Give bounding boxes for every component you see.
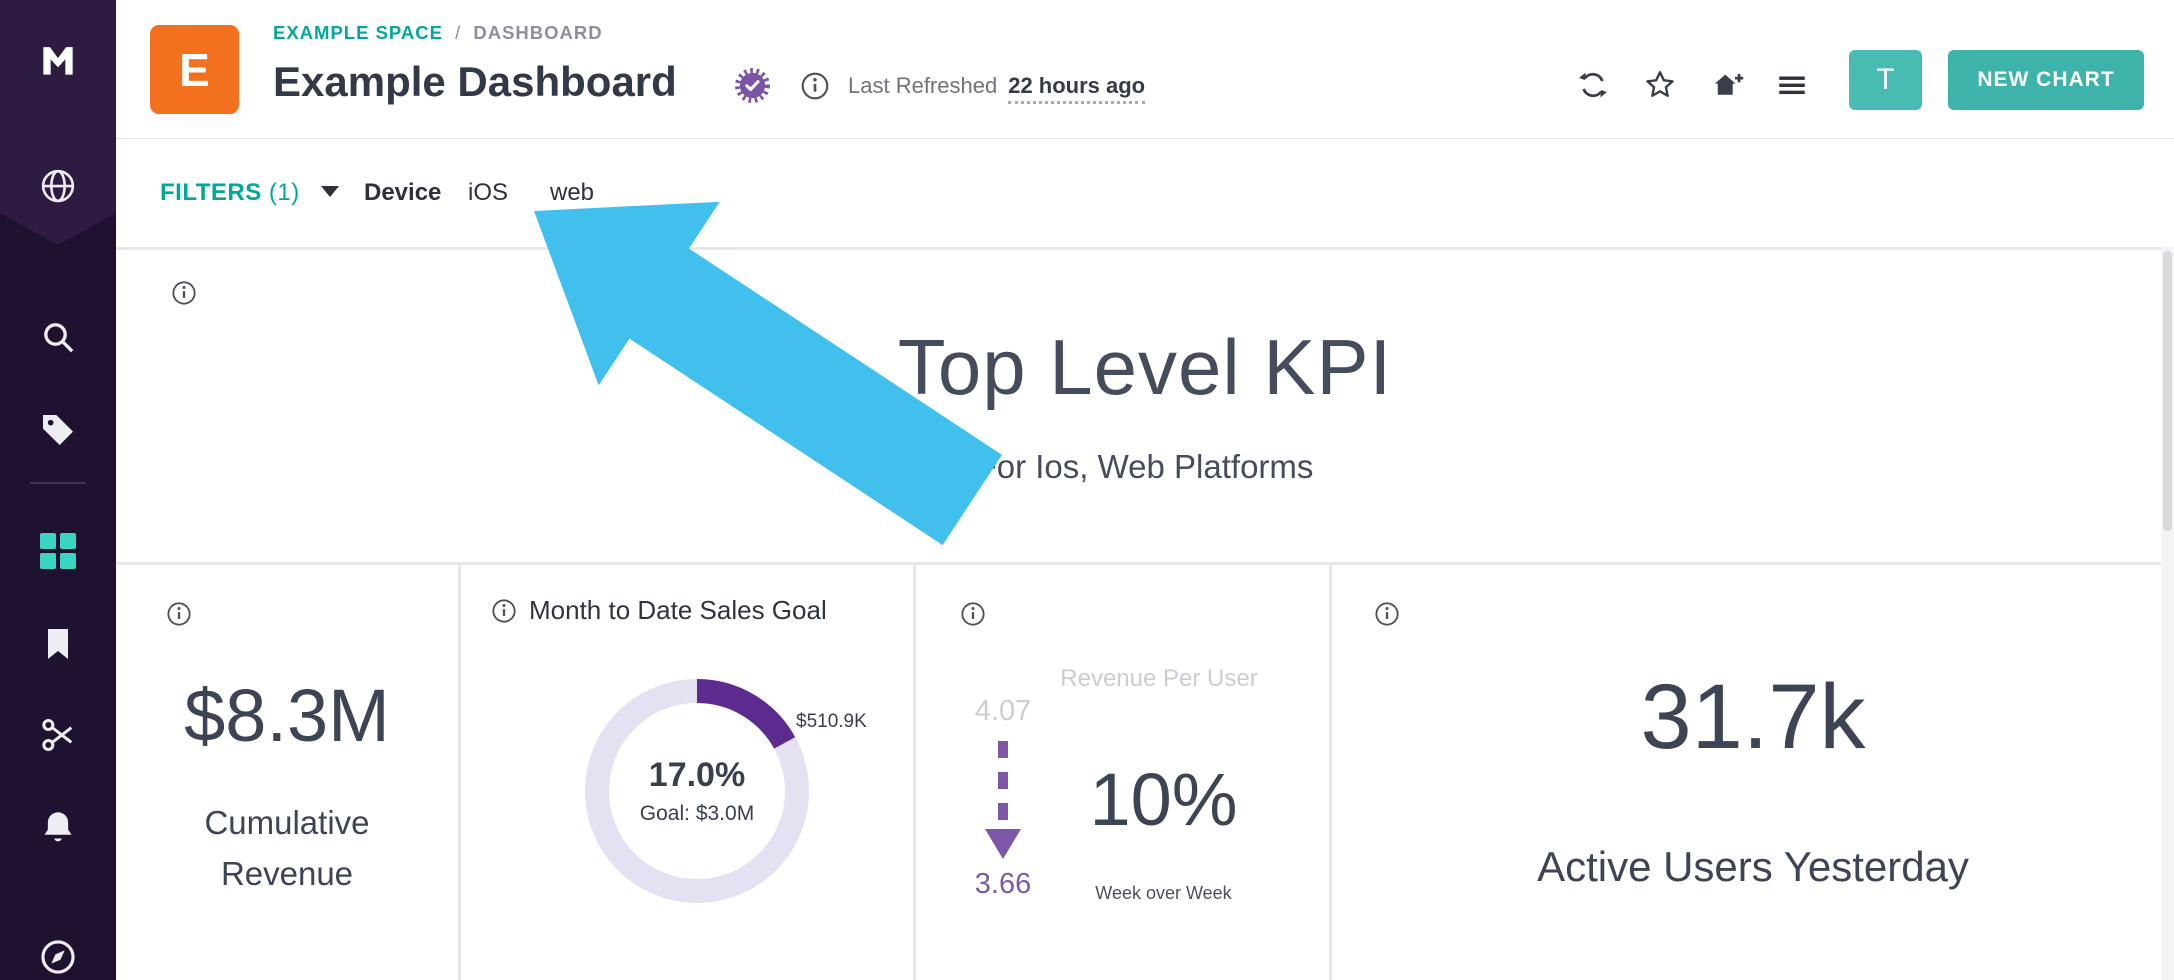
bell-icon (44, 812, 72, 842)
space-initial: E (179, 43, 210, 96)
donut-center-text: 17.0% Goal: $3.0M (572, 666, 822, 916)
compass-icon (41, 940, 75, 974)
star-icon (1646, 71, 1674, 97)
logo-icon (43, 47, 73, 75)
new-chart-label: NEW CHART (1977, 68, 2115, 91)
breadcrumb-separator: / (455, 22, 462, 43)
card-info-icon[interactable] (960, 601, 986, 627)
sales-goal-target: Goal: $3.0M (639, 802, 755, 825)
sales-goal-donut-chart: 17.0% Goal: $3.0M (572, 666, 822, 916)
scrollbar-thumb[interactable] (2163, 251, 2172, 531)
info-icon (1375, 602, 1399, 626)
banner-subtitle: For Ios, Web Platforms (976, 448, 1314, 485)
trend-down-arrow-icon (978, 737, 1028, 866)
refresh-icon (1579, 72, 1607, 98)
sales-goal-header: Month to Date Sales Goal (491, 595, 827, 626)
sales-goal-percent: 17.0% (648, 756, 746, 794)
verified-badge-icon (734, 67, 771, 109)
sidebar-top-section (0, 0, 116, 245)
filter-bar: FILTERS (1) Device iOS web (116, 139, 2174, 247)
info-icon (492, 598, 516, 623)
cumulative-revenue-card: $8.3M Cumulative Revenue (116, 565, 458, 980)
favorite-button[interactable] (1643, 68, 1677, 107)
filters-count: (1) (268, 179, 300, 206)
search-icon (44, 323, 74, 353)
sidebar-item-search[interactable] (0, 317, 116, 357)
sales-goal-title: Month to Date Sales Goal (529, 595, 827, 625)
sidebar-item-snippets[interactable] (0, 715, 116, 755)
breadcrumb-space-link[interactable]: EXAMPLE SPACE (273, 22, 443, 43)
donut-svg (585, 679, 809, 903)
breadcrumb-page: DASHBOARD (473, 22, 603, 43)
new-chart-button[interactable]: NEW CHART (1948, 50, 2144, 110)
tag-icon (43, 415, 73, 445)
sales-goal-card: Month to Date Sales Goal 17.0% Goal: $3.… (461, 565, 913, 980)
filter-value-ios[interactable]: iOS (468, 179, 509, 206)
banner-title: Top Level KPI (897, 323, 1393, 411)
app-logo-icon[interactable] (0, 38, 116, 82)
sidebar-item-notifications[interactable] (0, 806, 116, 848)
sidebar-item-globe[interactable] (0, 165, 116, 207)
home-add-icon (1714, 73, 1744, 95)
dashboard-info-icon[interactable] (800, 71, 830, 101)
last-refreshed: Last Refreshed 22 hours ago (848, 73, 1146, 104)
top-level-kpi-card: Top Level KPI For Ios, Web Platforms (116, 250, 2174, 562)
last-refreshed-label: Last Refreshed (848, 73, 998, 98)
breadcrumb: EXAMPLE SPACE / DASHBOARD (273, 22, 603, 44)
info-icon (961, 602, 985, 626)
card-info-icon[interactable] (171, 280, 197, 306)
last-refreshed-value[interactable]: 22 hours ago (1008, 73, 1146, 104)
menu-button[interactable] (1775, 68, 1809, 107)
sidebar-divider (30, 482, 86, 484)
grid-icon (40, 533, 76, 569)
scrollbar-track[interactable] (2161, 247, 2174, 980)
filter-value-web[interactable]: web (550, 179, 595, 206)
add-to-home-button[interactable] (1710, 68, 1746, 107)
revenue-per-user-card: Revenue Per User 4.07 3.66 10% Week over… (916, 565, 1329, 980)
sidebar-item-bookmarks[interactable] (0, 624, 116, 664)
chevron-down-icon (320, 186, 339, 198)
card-info-icon[interactable] (1374, 601, 1400, 627)
filters-dropdown[interactable]: FILTERS (1) (160, 179, 339, 207)
sidebar (0, 0, 116, 980)
dashboard-content: Top Level KPI For Ios, Web Platforms $8.… (116, 247, 2174, 980)
info-icon (801, 72, 829, 100)
sidebar-item-discover[interactable] (0, 936, 116, 978)
cumulative-revenue-label: Cumulative Revenue (204, 804, 370, 893)
revenue-per-user-change: 10% (1089, 758, 1238, 841)
card-info-icon[interactable] (166, 601, 192, 627)
revenue-per-user-current: 3.66 (974, 868, 1032, 900)
hamburger-icon (1779, 76, 1805, 95)
active-users-card: 31.7k Active Users Yesterday (1332, 565, 2174, 980)
info-icon (172, 281, 196, 305)
badge-icon (735, 68, 770, 103)
card-info-icon[interactable] (491, 598, 517, 624)
filter-device-label: Device (364, 179, 442, 206)
theme-button-label: T (1876, 63, 1895, 96)
active-users-value: 31.7k (1640, 666, 1866, 768)
revenue-per-user-previous: 4.07 (974, 695, 1032, 727)
space-avatar[interactable]: E (150, 25, 239, 114)
page-title: Example Dashboard (273, 58, 677, 105)
dashboard-header: E EXAMPLE SPACE / DASHBOARD Example Dash… (116, 0, 2174, 139)
theme-button[interactable]: T (1849, 50, 1922, 110)
active-users-label: Active Users Yesterday (1537, 843, 1969, 890)
info-icon (167, 602, 191, 626)
refresh-button[interactable] (1576, 68, 1610, 107)
revenue-per-user-caption: Week over Week (1095, 883, 1232, 903)
sales-goal-current-value: $510.9K (796, 711, 867, 732)
cumulative-revenue-value: $8.3M (184, 674, 390, 757)
globe-icon (41, 169, 75, 203)
sidebar-item-dashboards-active[interactable] (0, 533, 116, 569)
filters-label: FILTERS (160, 179, 262, 206)
revenue-per-user-title: Revenue Per User (1060, 665, 1258, 692)
sidebar-item-tags[interactable] (0, 410, 116, 450)
scissors-icon (42, 718, 73, 752)
bookmark-icon (48, 629, 68, 659)
